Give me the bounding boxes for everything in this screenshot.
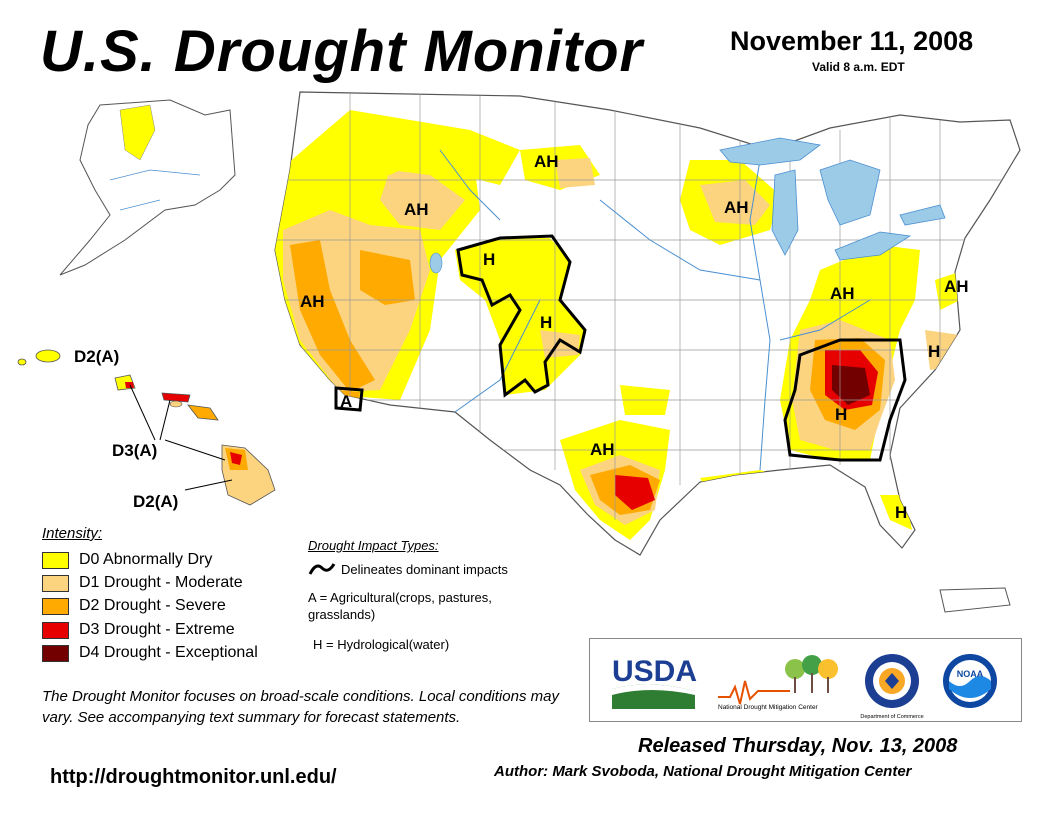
label-ah-california: AH	[300, 292, 325, 311]
noaa-logo: NOAA	[943, 654, 997, 708]
rivers	[439, 149, 871, 471]
impact-delineates: Delineates dominant impacts	[341, 562, 508, 577]
author-credit: Author: Mark Svoboda, National Drought M…	[494, 763, 912, 780]
label-h-southeast: H	[835, 405, 848, 424]
disclaimer-note: The Drought Monitor focuses on broad-sca…	[42, 688, 559, 726]
legend-item-d2: D2 Drought - Severe	[42, 596, 226, 616]
puerto-rico	[939, 587, 1011, 613]
ndmc-logo: National Drought Mitigation Center	[718, 655, 838, 711]
svg-text:NOAA: NOAA	[957, 669, 984, 679]
legend-label: D0 Abnormally Dry	[79, 551, 213, 568]
legend-label: D4 Drought - Exceptional	[79, 644, 258, 661]
logos-art: USDA National Drought Mitigation Center …	[612, 654, 997, 720]
label-ah-wisconsin: AH	[724, 198, 749, 217]
release-date: Released Thursday, Nov. 13, 2008	[638, 735, 958, 757]
map-date: November 11, 2008	[730, 26, 974, 56]
alaska	[59, 99, 236, 276]
impact-hydrological: H = Hydrological(water)	[313, 637, 450, 652]
drought-areas	[275, 110, 965, 540]
svg-text:National Drought Mitigation Ce: National Drought Mitigation Center	[718, 704, 819, 711]
label-h-virginia: H	[928, 342, 941, 361]
legend-title: Intensity:	[42, 525, 103, 542]
legend-swatch	[42, 574, 69, 592]
agency-logos: USDA National Drought Mitigation Center …	[589, 638, 1022, 722]
label-ah-maryland: AH	[944, 277, 969, 296]
legend-item-d4: D4 Drought - Exceptional	[42, 643, 258, 663]
impact-types-title: Drought Impact Types:	[308, 538, 439, 553]
svg-text:Department of Commerce: Department of Commerce	[860, 714, 923, 720]
website-link[interactable]: http://droughtmonitor.unl.edu/	[50, 766, 337, 788]
impact-outlines	[334, 234, 907, 462]
legend-item-d3: D3 Drought - Extreme	[42, 620, 235, 640]
usda-logo: USDA	[612, 655, 697, 688]
hawaii-label-maui: D3(A)	[112, 441, 158, 460]
label-h-florida: H	[895, 503, 908, 522]
valid-time: Valid 8 a.m. EDT	[812, 60, 905, 74]
label-ah-ohio: AH	[830, 284, 855, 303]
impact-agricultural: A = Agricultural(crops, pastures, grassl…	[308, 590, 492, 622]
legend-label: D2 Drought - Severe	[79, 597, 226, 614]
legend-swatch	[42, 621, 69, 639]
legend-item-d0: D0 Abnormally Dry	[42, 550, 212, 570]
label-ah-dakota: AH	[534, 152, 559, 171]
doc-seal-logo: Department of Commerce	[860, 654, 924, 720]
label-h-colorado: H	[540, 313, 553, 332]
legend-item-d1: D1 Drought - Moderate	[42, 573, 243, 593]
drought-map	[17, 91, 1021, 613]
hawaii-label-big-island: D2(A)	[133, 492, 179, 511]
label-a-socal: A	[340, 392, 353, 411]
state-boundaries	[275, 92, 1010, 520]
page-title: U.S. Drought Monitor	[40, 19, 644, 84]
hawaii-label-kauai: D2(A)	[74, 347, 120, 366]
legend-label: D1 Drought - Moderate	[79, 574, 243, 591]
legend-swatch	[42, 597, 69, 615]
hawaii	[17, 349, 276, 506]
label-ah-idaho: AH	[404, 200, 429, 219]
great-lakes	[719, 137, 946, 261]
impact-line-icon	[308, 563, 336, 575]
legend-swatch	[42, 551, 69, 569]
legend-label: D3 Drought - Extreme	[79, 621, 235, 638]
label-h-wyoming: H	[483, 250, 496, 269]
legend-swatch	[42, 644, 69, 662]
label-ah-texas: AH	[590, 440, 615, 459]
